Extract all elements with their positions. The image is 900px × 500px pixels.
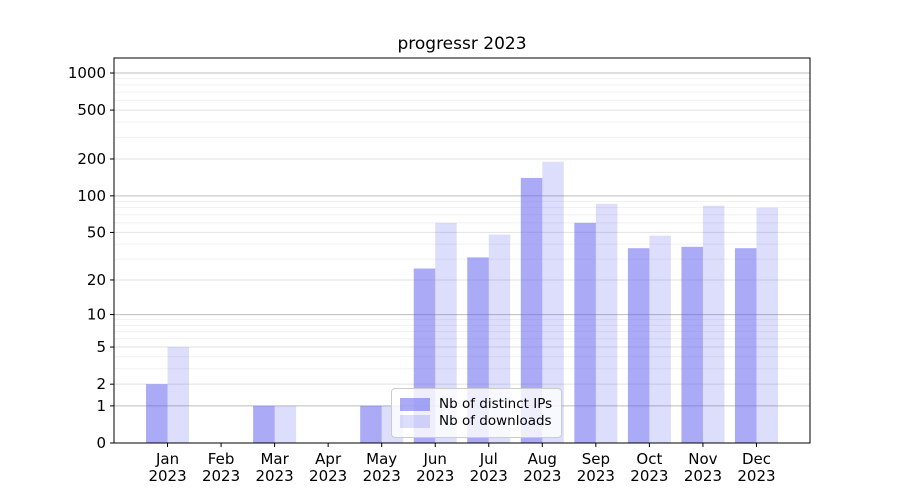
y-tick-label: 20 bbox=[87, 271, 106, 289]
x-tick-label-year: 2023 bbox=[470, 467, 508, 485]
legend-swatch-distinct-ips-icon bbox=[400, 397, 430, 411]
bar-distinct-ips-aug bbox=[520, 177, 543, 443]
bar-downloads-mar bbox=[274, 405, 297, 443]
x-tick-label-year: 2023 bbox=[363, 467, 401, 485]
legend: Nb of distinct IPs Nb of downloads bbox=[391, 388, 563, 438]
x-tick-label-month: Jul bbox=[479, 450, 498, 468]
x-tick-label-month: Mar bbox=[260, 450, 289, 468]
x-tick-label-year: 2023 bbox=[630, 467, 668, 485]
x-tick-label-month: Apr bbox=[315, 450, 342, 468]
bar-distinct-ips-mar bbox=[253, 405, 275, 443]
y-tick-label: 500 bbox=[77, 101, 106, 119]
x-tick-label-year: 2023 bbox=[737, 467, 775, 485]
y-tick-label: 50 bbox=[87, 223, 106, 241]
bar-distinct-ips-oct bbox=[627, 248, 650, 443]
bar-downloads-jun bbox=[435, 222, 457, 443]
legend-label-distinct-ips: Nb of distinct IPs bbox=[439, 395, 553, 412]
x-tick-label-month: Aug bbox=[528, 450, 557, 468]
y-tick-label: 0 bbox=[96, 434, 106, 452]
x-tick-label-month: Feb bbox=[208, 450, 235, 468]
y-tick-label: 1000 bbox=[68, 64, 106, 82]
chart-title: progressr 2023 bbox=[397, 34, 527, 54]
x-tick-label-year: 2023 bbox=[148, 467, 186, 485]
x-tick-label-year: 2023 bbox=[202, 467, 240, 485]
bar-downloads-oct bbox=[649, 235, 671, 443]
bar-downloads-jan bbox=[167, 347, 190, 443]
legend-label-downloads: Nb of downloads bbox=[439, 413, 552, 429]
x-tick-label-month: Jan bbox=[155, 450, 179, 468]
x-tick-label-year: 2023 bbox=[684, 467, 722, 485]
x-tick-label-month: Nov bbox=[688, 450, 717, 468]
bar-distinct-ips-nov bbox=[681, 246, 703, 443]
x-tick-label-year: 2023 bbox=[416, 467, 454, 485]
x-tick-label-month: Jun bbox=[423, 450, 447, 468]
x-tick-label-year: 2023 bbox=[577, 467, 615, 485]
bar-downloads-aug bbox=[542, 161, 564, 443]
bar-distinct-ips-sep bbox=[574, 222, 596, 443]
y-tick-label: 200 bbox=[77, 150, 106, 168]
bar-distinct-ips-may bbox=[360, 405, 382, 443]
x-tick-label-month: Dec bbox=[742, 450, 771, 468]
bar-distinct-ips-dec bbox=[734, 248, 757, 443]
bar-downloads-dec bbox=[756, 207, 778, 443]
bar-downloads-sep bbox=[595, 203, 618, 443]
bar-downloads-nov bbox=[702, 205, 725, 443]
x-tick-label-year: 2023 bbox=[523, 467, 561, 485]
bar-distinct-ips-jan bbox=[146, 384, 168, 443]
y-tick-label: 5 bbox=[96, 338, 106, 356]
y-tick-label: 100 bbox=[77, 187, 106, 205]
legend-item-downloads: Nb of downloads bbox=[400, 413, 552, 429]
y-tick-label: 10 bbox=[87, 306, 106, 324]
y-tick-label: 1 bbox=[96, 397, 106, 415]
plot-border bbox=[113, 57, 811, 444]
y-tick-label: 2 bbox=[96, 375, 106, 393]
x-tick-label-year: 2023 bbox=[309, 467, 347, 485]
legend-swatch-downloads-icon bbox=[400, 415, 430, 429]
x-tick-label-month: Oct bbox=[636, 450, 662, 468]
legend-item-distinct-ips: Nb of distinct IPs bbox=[400, 395, 553, 412]
x-tick-label-month: Sep bbox=[582, 450, 610, 468]
x-tick-label-month: May bbox=[366, 450, 397, 468]
x-tick-label-year: 2023 bbox=[256, 467, 294, 485]
